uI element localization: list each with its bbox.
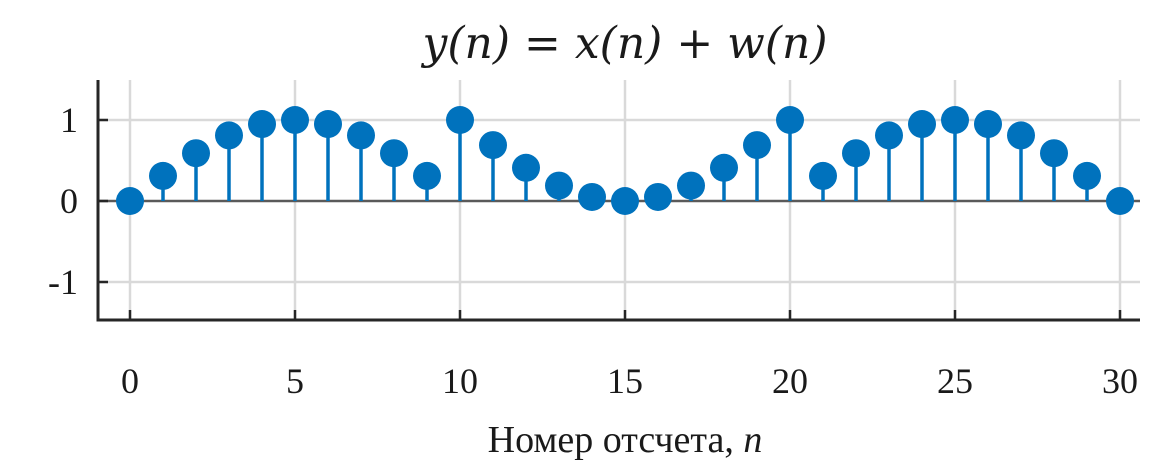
stem-marker xyxy=(314,110,342,139)
stem-marker xyxy=(908,110,936,139)
y-tick-label: 0 xyxy=(60,181,78,221)
x-tick-label: 15 xyxy=(607,361,643,401)
stem-marker xyxy=(1073,161,1101,190)
stem-marker xyxy=(578,182,606,211)
stem-marker xyxy=(215,121,243,150)
stem-marker xyxy=(512,153,540,182)
stem-marker xyxy=(644,182,672,211)
y-tick-label: -1 xyxy=(48,262,78,302)
markers xyxy=(116,106,1134,215)
stem-marker xyxy=(545,171,573,200)
stem-marker xyxy=(875,121,903,150)
stem-marker xyxy=(677,171,705,200)
stem-marker xyxy=(413,161,441,190)
stem-marker xyxy=(842,139,870,168)
stem-marker xyxy=(149,161,177,190)
stem-marker xyxy=(248,110,276,139)
stem-marker xyxy=(380,139,408,168)
stem-marker xyxy=(446,106,474,134)
x-tick-label: 25 xyxy=(937,361,973,401)
x-tick-label: 20 xyxy=(772,361,808,401)
x-tick-label: 5 xyxy=(286,361,304,401)
tick-labels: 0 5 10 15 20 25 30 -1 0 1 xyxy=(48,100,1138,401)
stem-marker xyxy=(1007,121,1035,150)
stem-marker xyxy=(776,106,804,134)
x-tick-label: 30 xyxy=(1102,361,1138,401)
stem-marker xyxy=(611,187,639,215)
x-tick-label: 0 xyxy=(121,361,139,401)
stem-marker xyxy=(116,187,144,215)
stem-marker xyxy=(281,106,309,134)
x-axis-label-variable: n xyxy=(743,419,762,461)
stem-marker xyxy=(1106,187,1134,215)
axes xyxy=(96,80,1140,322)
stem-marker xyxy=(941,106,969,134)
chart-title: y(n) = x(n) + w(n) xyxy=(420,18,827,69)
stem-marker xyxy=(347,121,375,150)
x-axis-label: Номер отсчета, n xyxy=(488,419,763,461)
stem-marker xyxy=(809,161,837,190)
stem-marker xyxy=(743,131,771,160)
stem-marker xyxy=(1040,139,1068,168)
stem-marker xyxy=(710,153,738,182)
stem-marker xyxy=(182,139,210,168)
x-tick-label: 10 xyxy=(442,361,478,401)
x-axis-label-text: Номер отсчета, xyxy=(488,419,744,461)
y-tick-label: 1 xyxy=(60,100,78,140)
stem-marker xyxy=(479,131,507,160)
stem-marker xyxy=(974,110,1002,139)
